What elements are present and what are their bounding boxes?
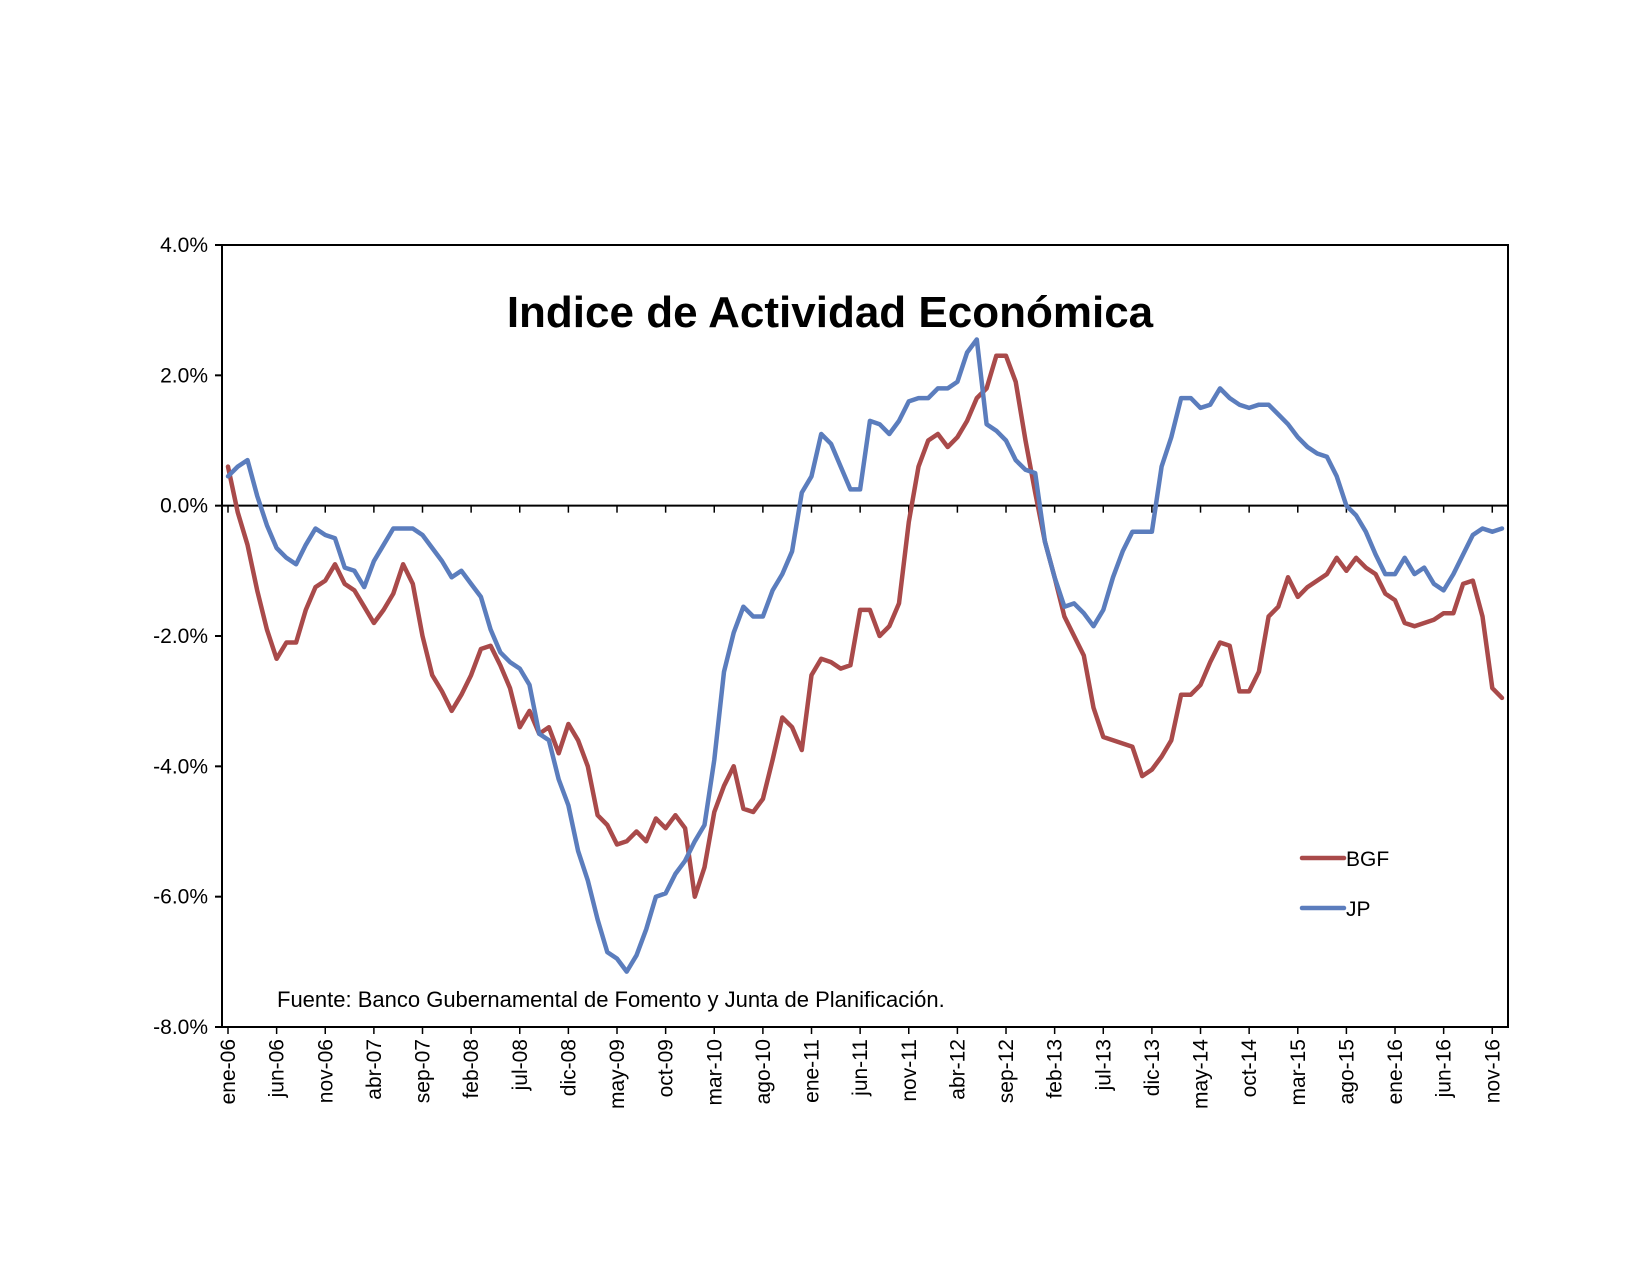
- x-tick-label: nov-11: [898, 1039, 921, 1102]
- x-tick-label: ago-15: [1335, 1039, 1358, 1104]
- x-tick-label: ene-16: [1384, 1039, 1407, 1104]
- series-line-bgf: [225, 353, 1505, 899]
- x-tick-label: mar-10: [703, 1039, 726, 1106]
- y-tick-label: 4.0%: [160, 234, 208, 257]
- series-line-jp: [225, 337, 1505, 974]
- y-tick-label: 0.0%: [160, 495, 208, 518]
- series-layer: [225, 337, 1505, 974]
- legend-label-jp: JP: [1346, 898, 1371, 921]
- x-tick-label: sep-12: [995, 1039, 1018, 1103]
- x-tick-label: oct-09: [655, 1039, 678, 1097]
- plot-area: [221, 244, 1509, 1028]
- x-tick-label: dic-13: [1141, 1039, 1164, 1096]
- legend-label-bgf: BGF: [1346, 848, 1389, 871]
- x-tick-label: ago-10: [752, 1039, 775, 1104]
- y-axis: 4.0% 2.0% 0.0% -2.0% -4.0% -6.0% -8.0%: [153, 234, 222, 1039]
- y-tick-label: -4.0%: [153, 755, 208, 778]
- y-tick-label: -6.0%: [153, 886, 208, 909]
- source-annotation: Fuente: Banco Gubernamental de Fomento y…: [277, 987, 945, 1012]
- x-tick-label: jul-13: [1092, 1039, 1115, 1091]
- x-tick-label: jun-11: [849, 1039, 872, 1097]
- x-tick-label: feb-13: [1044, 1039, 1067, 1099]
- x-tick-label: nov-06: [314, 1039, 337, 1103]
- x-tick-label: oct-14: [1238, 1039, 1261, 1098]
- x-axis: ene-06 jun-06 nov-06 abr-07 sep-07 feb-08 jul-…: [217, 505, 1504, 1109]
- y-tick-label: -2.0%: [153, 625, 208, 648]
- legend: BGF JP: [1299, 848, 1389, 921]
- x-tick-label: dic-08: [557, 1039, 580, 1096]
- x-tick-label: jun-06: [266, 1039, 289, 1098]
- x-tick-label: abr-12: [946, 1039, 969, 1100]
- x-tick-label: abr-07: [363, 1039, 386, 1100]
- x-tick-label: nov-16: [1481, 1039, 1504, 1103]
- y-tick-label: -8.0%: [153, 1016, 208, 1039]
- chart-title: Indice de Actividad Económica: [507, 288, 1154, 337]
- x-tick-label: ene-06: [217, 1039, 240, 1104]
- x-tick-label: feb-08: [460, 1039, 483, 1099]
- x-tick-label: mar-15: [1287, 1039, 1310, 1106]
- x-tick-label: sep-07: [412, 1039, 435, 1103]
- x-tick-label: jun-16: [1433, 1039, 1456, 1098]
- x-tick-label: ene-11: [801, 1039, 824, 1103]
- y-tick-label: 2.0%: [160, 364, 208, 387]
- x-tick-label: may-09: [606, 1039, 629, 1109]
- x-tick-label: may-14: [1190, 1039, 1213, 1109]
- x-tick-label: jul-08: [509, 1039, 532, 1091]
